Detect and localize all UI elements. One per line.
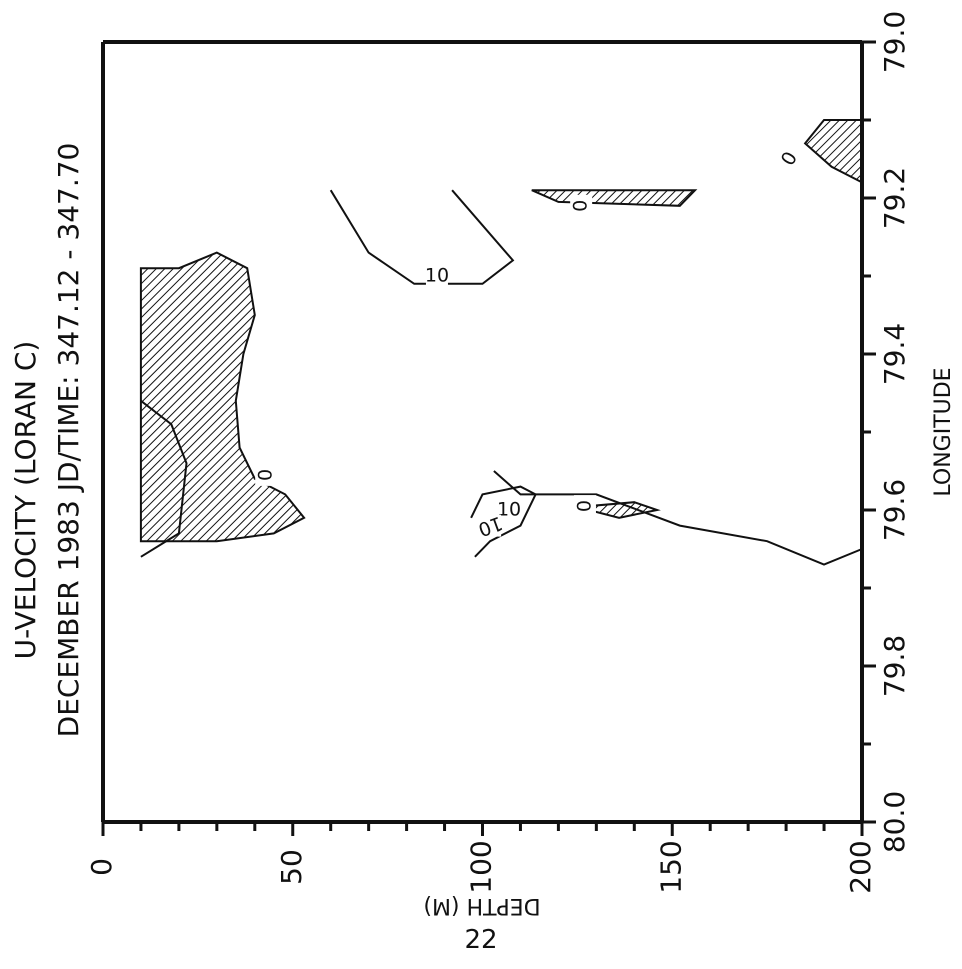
contour-label-bg-1	[573, 495, 596, 518]
contour-label-bg-4	[498, 499, 521, 521]
page-number: 22	[464, 925, 498, 955]
contour-line-5	[470, 485, 537, 558]
contour-line-4	[493, 470, 863, 566]
contour-label-1: 0	[573, 500, 595, 512]
x-tick-label-0: 0	[85, 858, 118, 876]
y-tick-label-0: 80.0	[878, 791, 911, 853]
contour-line-7	[140, 400, 188, 558]
y-tick-label-3: 79.4	[878, 323, 911, 385]
contour-region-2	[531, 189, 698, 207]
contour-line-6	[329, 189, 515, 285]
contour-label-4: 10	[497, 499, 521, 521]
x-tick-label-4: 200	[844, 840, 877, 893]
chart-title-line-1: U-VELOCITY (LORAN C)	[9, 341, 42, 660]
contour-label-0: 0	[255, 469, 277, 481]
x-tick-label-2: 100	[465, 840, 498, 893]
y-tick-label-2: 79.6	[878, 479, 911, 541]
contour-label-bg-2	[570, 194, 593, 217]
contour-region-0	[139, 251, 306, 543]
x-tick-label-1: 50	[275, 849, 308, 885]
y-tick-label-4: 79.2	[878, 167, 911, 229]
contour-label-2: 0	[570, 200, 592, 212]
y-tick-label-1: 79.8	[878, 635, 911, 697]
y-tick-label-5: 79.0	[878, 11, 911, 73]
contour-label-bg-5	[479, 514, 502, 537]
contour-label-bg-3	[778, 148, 801, 170]
y-axis-title: LONGITUDE	[931, 367, 956, 496]
chart-title-line-2: DECEMBER 1983 JD/TIME: 347.12 - 347.70	[52, 143, 85, 738]
contour-label-bg-6	[425, 265, 448, 287]
contour-label-bg-0	[255, 463, 278, 486]
x-tick-label-3: 150	[654, 840, 687, 893]
contour-region-3	[803, 119, 863, 185]
contour-label-6: 10	[425, 265, 449, 287]
x-axis-title: DEPTH (M)	[423, 893, 540, 918]
